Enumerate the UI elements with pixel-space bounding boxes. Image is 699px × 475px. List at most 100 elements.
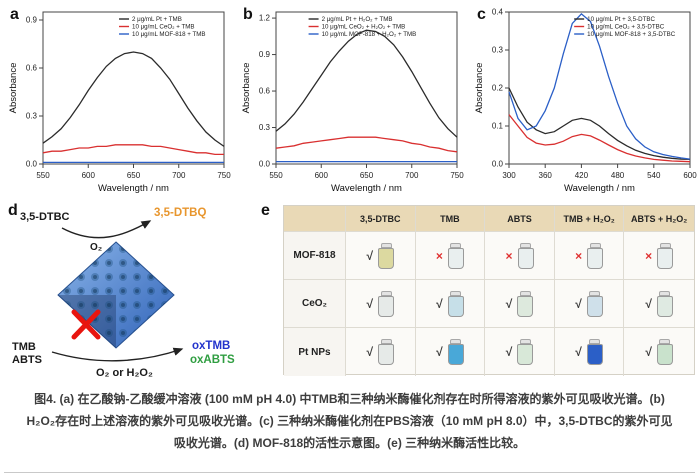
x-tick-label: 540 [647, 171, 661, 180]
result-cell: √ [346, 280, 416, 328]
result-cell: √ [555, 328, 625, 376]
x-tick-label: 480 [611, 171, 625, 180]
panel-letter-a: a [10, 6, 19, 23]
row-label: CeO₂ [284, 280, 346, 328]
y-tick-label: 0.3 [26, 112, 38, 121]
legend-label: 10 μg/mL MOF-818 + H₂O₂ + TMB [322, 31, 417, 38]
check-mark: √ [436, 345, 443, 359]
vial-image [656, 339, 673, 365]
vial-cap [519, 290, 531, 296]
x-tick-label: 360 [539, 171, 553, 180]
result-cell: √ [624, 280, 694, 328]
y-tick-label: 0.6 [259, 87, 271, 96]
legend-label: 10 μg/mL CeO₂ + TMB [132, 24, 195, 31]
x-tick-label: 300 [502, 171, 516, 180]
x-axis-label: Wavelength / nm [98, 183, 169, 194]
vial-cap [380, 339, 392, 344]
x-tick-label: 650 [360, 171, 374, 180]
result-cell: × [624, 232, 694, 280]
vial-image [447, 290, 464, 317]
x-tick-label: 600 [82, 171, 96, 180]
x-tick-label: 550 [269, 171, 283, 180]
check-mark: √ [436, 296, 443, 311]
chart-svg: 300 360 420 480 540 600 0.0 0.1 0.2 0.3 0.4 Wavelen… [474, 8, 697, 195]
result-cell: √ [485, 328, 555, 376]
vial-cap [659, 339, 671, 344]
cross-mark: × [435, 248, 443, 263]
oxidant-bottom-label: O₂ or H₂O₂ [96, 367, 153, 379]
vial-image [517, 290, 534, 317]
red-cross-stroke-2 [71, 309, 101, 340]
check-mark: √ [366, 248, 374, 263]
column-header: ABTS [485, 206, 555, 232]
vial-liquid [586, 344, 603, 365]
bottom-reaction-arrow [51, 347, 184, 362]
y-axis-label: Absorbance [474, 63, 485, 114]
vial-image [517, 242, 534, 269]
cross-mark: × [575, 248, 583, 263]
vial-cap [520, 242, 531, 248]
y-tick-label: 0.0 [492, 160, 504, 169]
x-tick-label: 750 [450, 171, 464, 180]
check-mark: √ [575, 296, 582, 311]
uvvis-chart-dtbc: 300 360 420 480 540 600 0.0 0.1 0.2 0.3 0.4 Wavelen… [472, 4, 698, 195]
check-mark: √ [366, 296, 374, 311]
series-line [275, 136, 458, 153]
product-top-label: 3,5-DTBQ [154, 207, 206, 219]
vial-image [378, 339, 395, 365]
series-line [508, 87, 691, 161]
y-axis-label: Absorbance [241, 63, 252, 114]
substrate-bottom-abts-label: ABTS [12, 354, 42, 366]
column-header: 3,5-DTBC [346, 206, 416, 232]
result-cell: × [485, 232, 555, 280]
panel-letter-b: b [243, 6, 253, 23]
vial-cap [659, 242, 671, 248]
vial-image [447, 339, 464, 365]
vial-liquid [378, 344, 395, 365]
legend-label: 10 μg/mL Pt + 3,5-DTBC [587, 16, 655, 23]
x-tick-label: 550 [36, 171, 50, 180]
x-tick-label: 420 [575, 171, 589, 180]
vial-liquid [447, 247, 464, 269]
vial-liquid [378, 295, 395, 317]
result-cell: √ [624, 328, 694, 376]
y-tick-label: 0.0 [26, 160, 38, 169]
vial-liquid [517, 344, 534, 365]
vial-cap [659, 290, 671, 296]
vial-liquid [657, 247, 674, 269]
caption-line-3: 吸收光谱。(d) MOF-818的活性示意图。(e) 三种纳米酶活性比较。 [173, 436, 526, 451]
y-tick-label: 1.2 [259, 14, 271, 23]
vial-cap [519, 339, 531, 344]
legend-label: 10 μg/mL MOF-818 + TMB [132, 31, 206, 38]
vial-liquid [447, 344, 464, 365]
top-reaction-arrow [61, 220, 152, 239]
result-cell: √ [346, 232, 416, 280]
result-cell: × [415, 232, 486, 280]
panel-letter-d: d [8, 202, 18, 219]
row-label: MOF-818 [284, 232, 346, 280]
cross-mark: × [645, 248, 653, 263]
x-tick-label: 600 [315, 171, 329, 180]
vial-image [447, 242, 464, 269]
x-tick-label: 600 [683, 171, 697, 180]
y-tick-label: 0.0 [259, 160, 271, 169]
check-mark: √ [366, 345, 374, 359]
oxidant-top-label: O₂ [90, 242, 102, 253]
cross-mark: × [505, 248, 513, 263]
uvvis-chart-tmb: 550 600 650 700 750 0.0 0.3 0.6 0.9 Wavelength / … [6, 4, 232, 194]
series-line [508, 114, 691, 163]
caption-line-1: 图4. (a) 在乙酸钠-乙酸缓冲溶液 (100 mM pH 4.0) 中TMB… [34, 392, 665, 406]
series-line [42, 51, 225, 147]
vial-liquid [447, 295, 464, 317]
vial-image [586, 339, 603, 365]
chart-svg: 550 600 650 700 750 0.0 0.3 0.6 0.9 Wavelength / … [8, 11, 231, 194]
activity-table: 3,5-DTBC TMB ABTS TMB + H₂O₂ ABTS + H₂O₂ MOF-… [283, 205, 695, 376]
legend-label: 10 μg/mL CeO₂ + 3,5-DTBC [587, 24, 665, 31]
vial-cap [380, 290, 392, 296]
substrate-top-label: 3,5-DTBC [20, 211, 70, 223]
y-tick-label: 0.9 [259, 50, 271, 59]
vial-image [517, 339, 534, 365]
vial-liquid [517, 295, 534, 317]
vial-image [586, 290, 603, 317]
mechanism-diagram: 3,5-DTBC O₂ 3,5-DTBQ TMB ABTS O₂ or H₂O₂… [12, 207, 235, 379]
